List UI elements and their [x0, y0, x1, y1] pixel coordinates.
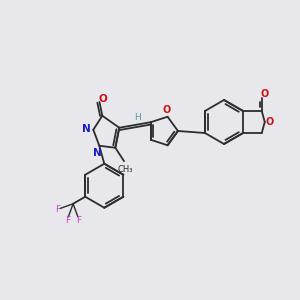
- Text: O: O: [266, 117, 274, 127]
- Text: O: O: [163, 105, 171, 115]
- Text: O: O: [98, 94, 107, 104]
- Text: H: H: [134, 113, 140, 122]
- Text: O: O: [261, 89, 269, 99]
- Text: F: F: [56, 206, 61, 214]
- Text: CH₃: CH₃: [117, 165, 133, 174]
- Text: N: N: [82, 124, 91, 134]
- Text: F: F: [76, 216, 81, 225]
- Text: N: N: [93, 148, 102, 158]
- Text: F: F: [65, 216, 70, 225]
